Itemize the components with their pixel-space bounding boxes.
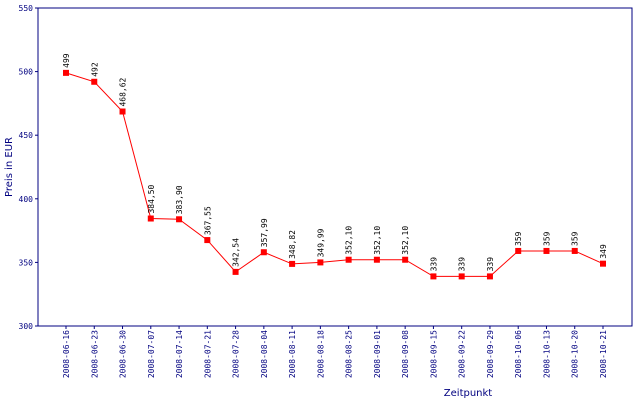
x-tick-label: 2008-09-29 <box>486 330 495 378</box>
x-tick-label: 2008-09-22 <box>458 330 467 378</box>
x-tick-label: 2008-07-07 <box>147 330 156 378</box>
x-tick-label: 2008-09-01 <box>373 330 382 378</box>
marker <box>91 78 98 85</box>
x-tick-label: 2008-10-20 <box>571 330 580 378</box>
x-tick-label: 2008-09-15 <box>429 330 438 378</box>
x-axis-label: Zeitpunkt <box>444 388 493 399</box>
marker <box>260 249 267 256</box>
data-label: 349,99 <box>316 228 325 257</box>
data-label: 342,54 <box>232 238 241 267</box>
x-tick-label: 2008-10-21 <box>599 330 608 378</box>
data-label: 339 <box>458 257 467 272</box>
x-tick-label: 2008-06-16 <box>62 330 71 378</box>
marker <box>373 256 380 263</box>
x-tick-label: 2008-07-28 <box>232 330 241 378</box>
y-tick-label: 300 <box>19 322 34 331</box>
y-tick-label: 550 <box>19 4 34 13</box>
data-label: 339 <box>429 257 438 272</box>
plot-frame <box>37 7 633 327</box>
line <box>65 72 604 277</box>
data-label: 359 <box>571 231 580 246</box>
data-label: 352,10 <box>373 226 382 255</box>
marker <box>204 237 211 244</box>
x-tick-label: 2008-08-18 <box>316 330 325 378</box>
x-tick-label: 2008-07-21 <box>203 330 212 378</box>
data-label: 468,62 <box>119 77 128 106</box>
y-tick-label: 450 <box>19 131 34 140</box>
y-axis-label: Preis in EUR <box>4 137 15 197</box>
marker <box>147 215 154 222</box>
data-label: 499 <box>62 53 71 68</box>
data-label: 339 <box>486 257 495 272</box>
data-label: 348,82 <box>288 230 297 259</box>
x-tick-label: 2008-06-23 <box>90 330 99 378</box>
y-tick-label: 400 <box>19 195 34 204</box>
marker <box>458 273 465 280</box>
marker <box>317 259 324 266</box>
marker <box>600 260 606 267</box>
x-tick-label: 2008-08-11 <box>288 330 297 378</box>
data-label: 367,55 <box>203 206 212 235</box>
x-tick-label: 2008-09-08 <box>401 330 410 378</box>
x-tick-label: 2008-08-25 <box>345 330 354 378</box>
marker <box>543 247 550 254</box>
x-tick-label: 2008-06-30 <box>119 330 128 378</box>
y-tick-label: 350 <box>19 258 34 267</box>
marker <box>430 273 437 280</box>
marker <box>119 108 126 115</box>
x-tick-label: 2008-10-13 <box>542 330 551 378</box>
x-tick-label: 2008-07-14 <box>175 330 184 378</box>
data-label: 384,50 <box>147 184 156 213</box>
marker <box>486 273 493 280</box>
x-tick-label: 2008-08-04 <box>260 330 269 378</box>
data-label: 359 <box>514 231 523 246</box>
y-tick-label: 500 <box>19 68 34 77</box>
marker <box>402 256 409 263</box>
marker <box>176 216 183 223</box>
marker <box>289 260 296 267</box>
x-tick-label: 2008-10-06 <box>514 330 523 378</box>
data-label: 359 <box>542 231 551 246</box>
data-label: 349 <box>599 244 608 259</box>
data-label: 352,10 <box>345 226 354 255</box>
marker <box>63 69 69 76</box>
data-label: 357,99 <box>260 218 269 247</box>
marker <box>515 247 522 254</box>
data-label: 383,90 <box>175 185 184 214</box>
data-label: 352,10 <box>401 226 410 255</box>
marker <box>345 256 352 263</box>
data-label: 492 <box>90 62 99 77</box>
marker <box>571 247 578 254</box>
marker <box>232 268 239 275</box>
